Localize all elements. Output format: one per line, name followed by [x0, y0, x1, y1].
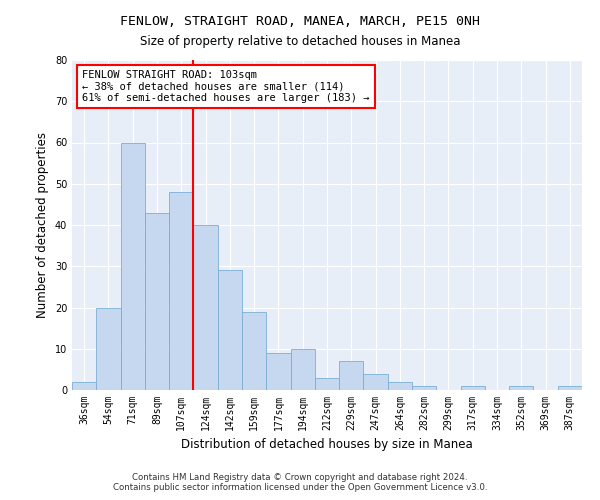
Bar — [121, 142, 145, 390]
Bar — [218, 270, 242, 390]
Bar — [145, 212, 169, 390]
Bar — [96, 308, 121, 390]
Text: FENLOW STRAIGHT ROAD: 103sqm
← 38% of detached houses are smaller (114)
61% of s: FENLOW STRAIGHT ROAD: 103sqm ← 38% of de… — [82, 70, 370, 103]
X-axis label: Distribution of detached houses by size in Manea: Distribution of detached houses by size … — [181, 438, 473, 452]
Text: Size of property relative to detached houses in Manea: Size of property relative to detached ho… — [140, 35, 460, 48]
Bar — [315, 378, 339, 390]
Bar — [364, 374, 388, 390]
Text: FENLOW, STRAIGHT ROAD, MANEA, MARCH, PE15 0NH: FENLOW, STRAIGHT ROAD, MANEA, MARCH, PE1… — [120, 15, 480, 28]
Bar — [558, 386, 582, 390]
Y-axis label: Number of detached properties: Number of detached properties — [36, 132, 49, 318]
Bar — [388, 382, 412, 390]
Bar — [193, 225, 218, 390]
Bar — [339, 361, 364, 390]
Text: Contains HM Land Registry data © Crown copyright and database right 2024.
Contai: Contains HM Land Registry data © Crown c… — [113, 473, 487, 492]
Bar — [169, 192, 193, 390]
Bar — [461, 386, 485, 390]
Bar — [509, 386, 533, 390]
Bar — [412, 386, 436, 390]
Bar — [290, 349, 315, 390]
Bar — [72, 382, 96, 390]
Bar — [266, 353, 290, 390]
Bar — [242, 312, 266, 390]
